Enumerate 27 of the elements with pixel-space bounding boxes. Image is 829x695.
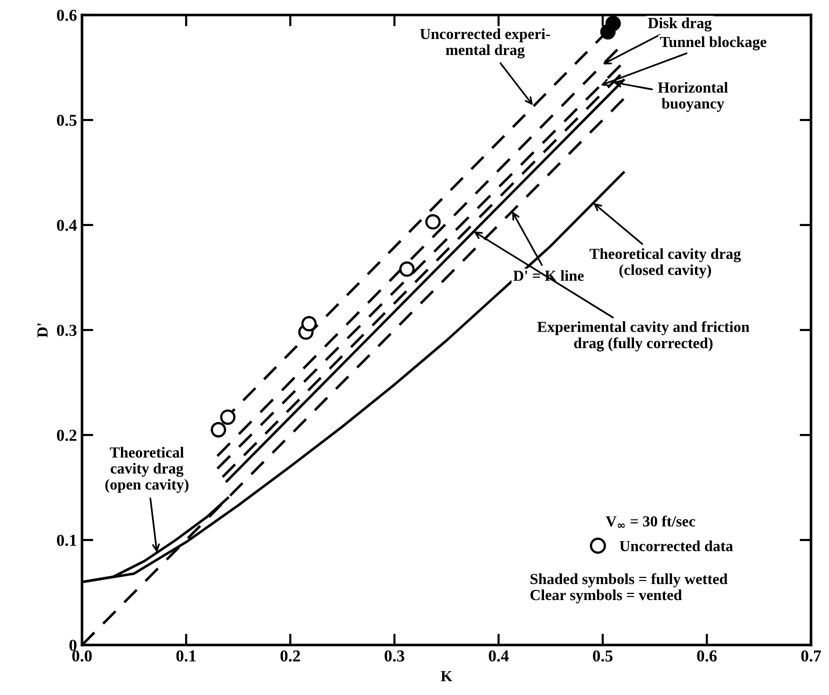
annotation: Experimental cavity and friction drag (fully corrected) [537, 321, 750, 352]
y-tick-label: 0.6 [56, 10, 77, 22]
y-tick-label: 0.3 [56, 324, 77, 336]
y-tick-label: 0.4 [56, 220, 77, 232]
x-tick-label: 0.1 [176, 650, 196, 662]
y-tick-label: 0 [69, 640, 77, 651]
annotation: Shaded symbols = fully wetted Clear symbols = vented [530, 573, 728, 604]
legend-label: Uncorrected data [620, 540, 733, 552]
x-tick-label: 0.0 [72, 650, 92, 662]
x-tick-label: 0.3 [384, 650, 404, 662]
annotation: Uncorrected experi- mental drag [420, 28, 550, 58]
x-tick-label: 0.4 [488, 650, 509, 662]
annotation: Tunnel blockage [660, 36, 766, 50]
y-axis-title: D' [37, 324, 48, 338]
y-tick-label: 0.1 [56, 534, 76, 546]
annotation: Disk drag [648, 17, 712, 32]
x-tick-label: 0.5 [592, 650, 613, 662]
annotation: Theoretical cavity drag (open cavity) [105, 446, 188, 493]
y-tick-label: 0.5 [56, 114, 77, 126]
x-tick-label: 0.2 [280, 650, 300, 662]
annotation: Theoretical cavity drag (closed cavity) [590, 248, 741, 278]
x-axis-title: K [440, 671, 452, 682]
y-tick-label: 0.2 [56, 430, 76, 442]
x-tick-label: 0.6 [697, 650, 717, 662]
x-tick-label: 0.7 [801, 650, 822, 662]
annotation: Horizontal buoyancy [658, 82, 728, 112]
annotation: V$_{∞}$ = 30 ft/sec [606, 516, 696, 528]
